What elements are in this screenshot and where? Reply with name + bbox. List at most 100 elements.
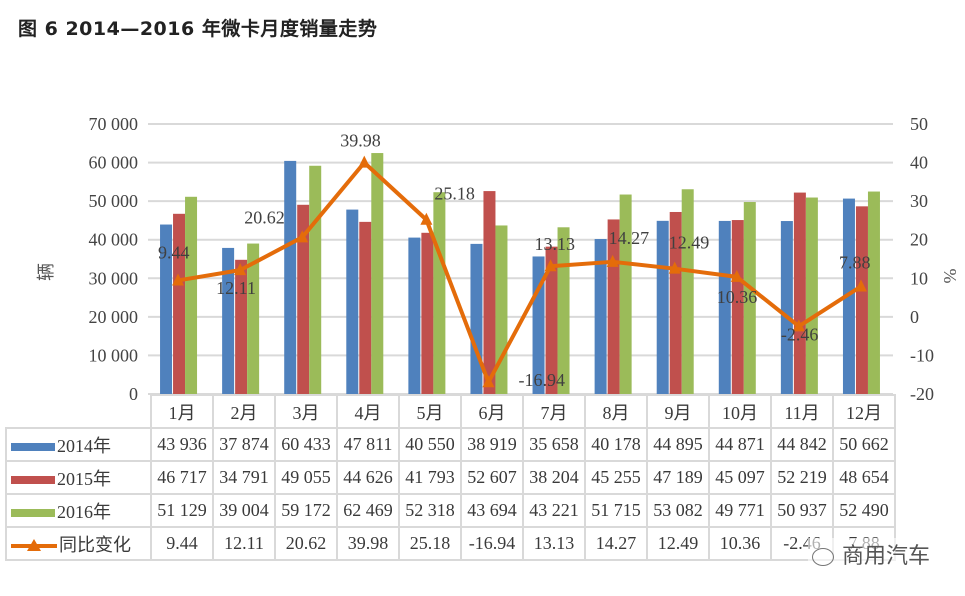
left-tick-label: 0 [129, 384, 138, 400]
table-cell: 9.44 [150, 526, 214, 561]
bar-2016年 [247, 243, 260, 394]
table-cell: 52 219 [770, 460, 834, 495]
table-cell: 50 937 [770, 493, 834, 528]
legend-label-2014: 2014年 [57, 435, 111, 456]
table-cell: 12.11 [212, 526, 276, 561]
table-cell: 52 607 [460, 460, 524, 495]
table-cell: 49 055 [274, 460, 338, 495]
bar-2016年 [309, 165, 322, 394]
table-row-yoy: 同比变化 9.44 12.11 20.62 39.98 25.18 -16.94 13.13… [5, 526, 896, 561]
yoy-data-label: -16.94 [518, 370, 565, 390]
table-cell: 52 318 [398, 493, 462, 528]
table-cell: 40 178 [584, 427, 648, 462]
bar-2015年 [297, 204, 310, 394]
month-header-cell: 5月 [398, 394, 462, 429]
left-tick-label: 10 000 [89, 345, 139, 365]
table-cell: 50 662 [832, 427, 896, 462]
table-cell: 43 694 [460, 493, 524, 528]
left-tick-label: 40 000 [89, 230, 139, 250]
table-cell: 38 919 [460, 427, 524, 462]
yoy-data-label: 10.36 [717, 287, 758, 307]
data-table: 1月 2月 3月 4月 5月 6月 7月 8月 9月 10月 11月 12月 2014年 43 936… [5, 394, 896, 561]
bar-2015年 [235, 259, 248, 394]
bar-2015年 [731, 220, 744, 394]
right-tick-label: 10 [910, 268, 928, 288]
bar-2016年 [557, 227, 570, 394]
yoy-data-label: 12.49 [669, 233, 710, 253]
left-tick-label: 30 000 [89, 268, 139, 288]
left-tick-label: 70 000 [89, 114, 139, 134]
bar-2014年 [346, 209, 359, 394]
yoy-data-label: 13.13 [535, 234, 576, 254]
bar-2015年 [855, 206, 868, 394]
yoy-line [177, 160, 863, 385]
month-header-cell: 1月 [150, 394, 214, 429]
bar-2014年 [718, 220, 731, 394]
yoy-data-label: 39.98 [340, 131, 381, 151]
month-header-cell: 11月 [770, 394, 834, 429]
bar-2015年 [483, 191, 496, 394]
figure-title: 图 6 2014—2016 年微卡月度销量走势 [18, 18, 378, 40]
right-tick-label: 50 [910, 114, 928, 134]
bar-2015年 [173, 213, 186, 394]
chart-area: 70 000 60 000 50 000 40 000 30 000 20 000 10 0… [36, 114, 960, 400]
table-cell: 25.18 [398, 526, 462, 561]
table-cell: 34 791 [212, 460, 276, 495]
yoy-data-label: 12.11 [216, 278, 256, 298]
table-cell: 38 204 [522, 460, 586, 495]
bar-2016年 [619, 194, 632, 394]
table-cell: 14.27 [584, 526, 648, 561]
right-axis-label: % [940, 269, 960, 284]
table-cell: 51 129 [150, 493, 214, 528]
triangle-marker-icon [606, 254, 619, 267]
legend-swatch-2015 [11, 476, 55, 485]
gridlines [148, 123, 893, 395]
wechat-icon [812, 548, 834, 566]
triangle-marker-icon [668, 261, 681, 274]
table-row-2016: 2016年 51 129 39 004 59 172 62 469 52 318 43 6… [5, 493, 896, 528]
month-header-cell: 9月 [646, 394, 710, 429]
table-row-2015: 2015年 46 717 34 791 49 055 44 626 41 793 52 6… [5, 460, 896, 495]
triangle-marker-icon [172, 273, 185, 286]
data-labels: 9.44 12.11 20.62 39.98 25.18 -16.94 13.13 14.27… [158, 131, 870, 391]
triangle-marker-icon [792, 319, 805, 332]
right-tick-label: 30 [910, 191, 928, 211]
bar-2014年 [160, 224, 173, 394]
legend-label-yoy: 同比变化 [59, 534, 131, 555]
table-cell: 48 654 [832, 460, 896, 495]
table-cell: 51 715 [584, 493, 648, 528]
table-cell: 20.62 [274, 526, 338, 561]
left-tick-label: 50 000 [89, 191, 139, 211]
yoy-data-label: 14.27 [609, 228, 650, 248]
table-cell: 10.36 [708, 526, 772, 561]
table-cell: 39.98 [336, 526, 400, 561]
bar-2016年 [867, 191, 880, 394]
table-cell: 47 811 [336, 427, 400, 462]
table-cell: 40 550 [398, 427, 462, 462]
bar-2015年 [359, 221, 372, 394]
table-cell: 37 874 [212, 427, 276, 462]
bar-2016年 [371, 153, 384, 394]
bar-2015年 [545, 246, 558, 394]
bar-2014年 [656, 220, 669, 394]
bar-2015年 [421, 232, 434, 394]
table-cell: 44 842 [770, 427, 834, 462]
left-tick-label: 60 000 [89, 153, 139, 173]
table-cell: 52 490 [832, 493, 896, 528]
month-header-cell: 3月 [274, 394, 338, 429]
table-cell: 43 936 [150, 427, 214, 462]
table-cell: 12.49 [646, 526, 710, 561]
table-cell: 60 433 [274, 427, 338, 462]
triangle-marker-icon [296, 230, 309, 243]
table-cell: 44 895 [646, 427, 710, 462]
left-tick-label: 20 000 [89, 307, 139, 327]
triangle-marker-icon [234, 263, 247, 276]
table-cell: 44 871 [708, 427, 772, 462]
right-tick-label: 20 [910, 230, 928, 250]
table-cell: 44 626 [336, 460, 400, 495]
bar-2015年 [793, 192, 806, 394]
table-cell: 39 004 [212, 493, 276, 528]
bar-series [160, 153, 880, 394]
right-tick-label: -20 [910, 384, 934, 400]
bar-2016年 [805, 197, 818, 394]
